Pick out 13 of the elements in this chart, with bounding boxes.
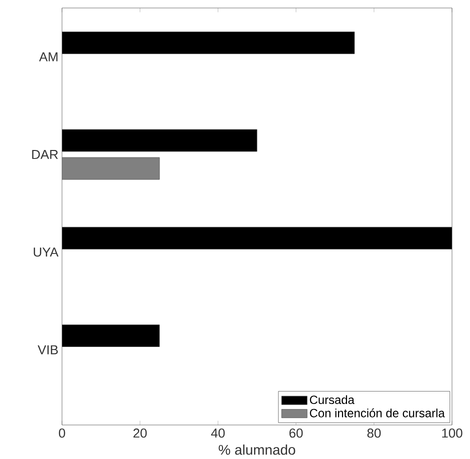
legend-label: Con intención de cursarla	[310, 408, 445, 418]
y-tick-label: DAR	[32, 150, 58, 159]
x-axis-title: % alumnado	[218, 444, 296, 455]
y-tick-label: UYA	[34, 248, 58, 257]
x-tick-label: 60	[289, 428, 303, 438]
x-tick-label: 20	[133, 428, 147, 438]
x-tick-label: 100	[442, 428, 462, 438]
y-tick-label: AM	[39, 52, 58, 62]
x-tick-label: 0	[58, 428, 66, 438]
x-tick-label: 80	[367, 428, 381, 438]
legend-label: Cursada	[310, 395, 354, 404]
y-tick-label: VIB	[38, 345, 58, 354]
x-tick-label: 40	[211, 428, 225, 438]
